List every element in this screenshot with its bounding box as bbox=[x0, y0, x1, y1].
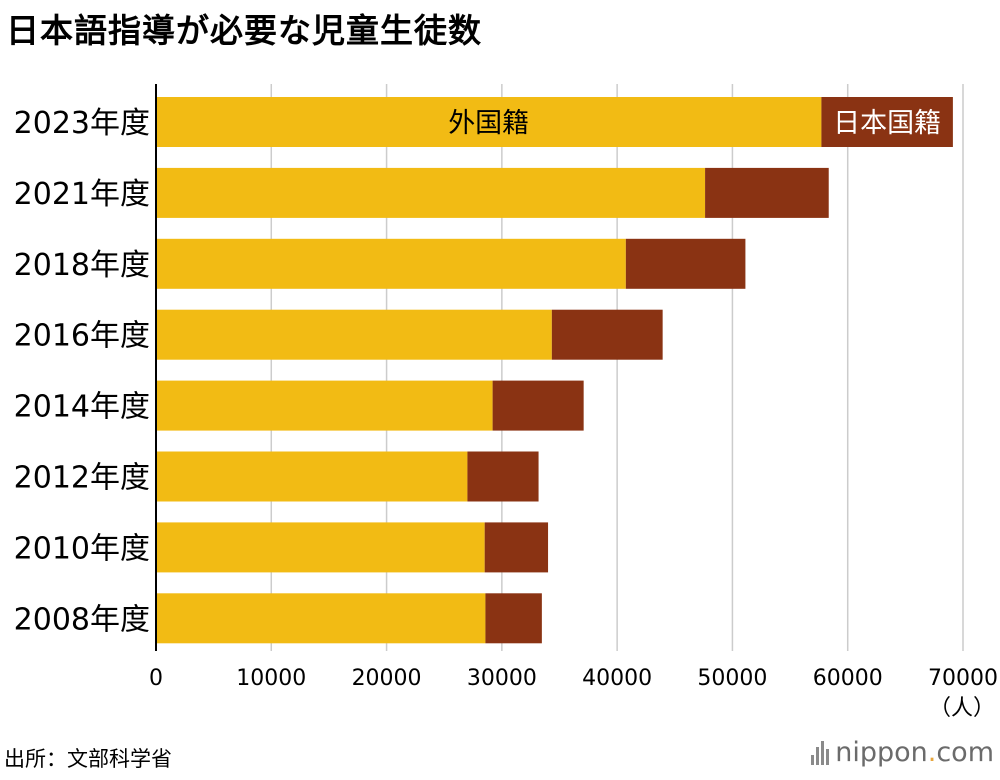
y-tick-label: 2016年度 bbox=[14, 319, 150, 354]
x-tick-label: 60000 bbox=[813, 666, 883, 691]
bar-foreign bbox=[156, 309, 552, 360]
x-tick-label: 10000 bbox=[236, 666, 306, 691]
brand-suffix: com bbox=[936, 737, 994, 768]
inline-label-japanese: 日本国籍 bbox=[833, 108, 941, 139]
brand-dot: . bbox=[927, 737, 937, 768]
brand-logo: nippon. com bbox=[811, 737, 994, 768]
bar-japanese bbox=[625, 238, 746, 289]
x-tick-label: 70000 bbox=[928, 666, 998, 691]
y-tick-label: 2010年度 bbox=[14, 531, 150, 566]
source-note: 出所：文部科学省 bbox=[4, 747, 172, 771]
inline-label-foreign: 外国籍 bbox=[448, 108, 529, 139]
bar-foreign bbox=[156, 238, 626, 289]
y-tick-label: 2012年度 bbox=[14, 461, 150, 496]
bar-foreign bbox=[156, 97, 822, 147]
bar-foreign bbox=[156, 380, 493, 431]
y-tick-label: 2014年度 bbox=[14, 390, 150, 425]
bar-japanese bbox=[485, 593, 542, 644]
x-tick-label: 20000 bbox=[352, 666, 422, 691]
bar-foreign bbox=[156, 451, 468, 502]
brand-bars-icon bbox=[811, 740, 830, 765]
y-tick-label: 2021年度 bbox=[14, 177, 150, 212]
brand-name: nippon bbox=[835, 737, 928, 768]
bar-japanese bbox=[484, 522, 549, 573]
x-tick-label: 0 bbox=[149, 666, 163, 691]
bar-japanese bbox=[705, 167, 829, 218]
x-tick-label: 50000 bbox=[697, 666, 767, 691]
y-tick-label: 2023年度 bbox=[14, 106, 150, 141]
x-tick-label: 40000 bbox=[582, 666, 652, 691]
x-tick-label: 30000 bbox=[467, 666, 537, 691]
bar-japanese bbox=[821, 97, 953, 147]
bar-foreign bbox=[156, 593, 486, 644]
chart-title: 日本語指導が必要な児童生徒数 bbox=[6, 11, 482, 50]
bar-foreign bbox=[156, 522, 485, 573]
x-unit-label: （人） bbox=[929, 696, 995, 721]
bar-foreign bbox=[156, 167, 706, 218]
bar-japanese bbox=[467, 451, 539, 502]
bar-japanese bbox=[492, 380, 584, 431]
y-tick-label: 2018年度 bbox=[14, 248, 150, 283]
y-tick-label: 2008年度 bbox=[14, 602, 150, 637]
bar-japanese bbox=[551, 309, 663, 360]
